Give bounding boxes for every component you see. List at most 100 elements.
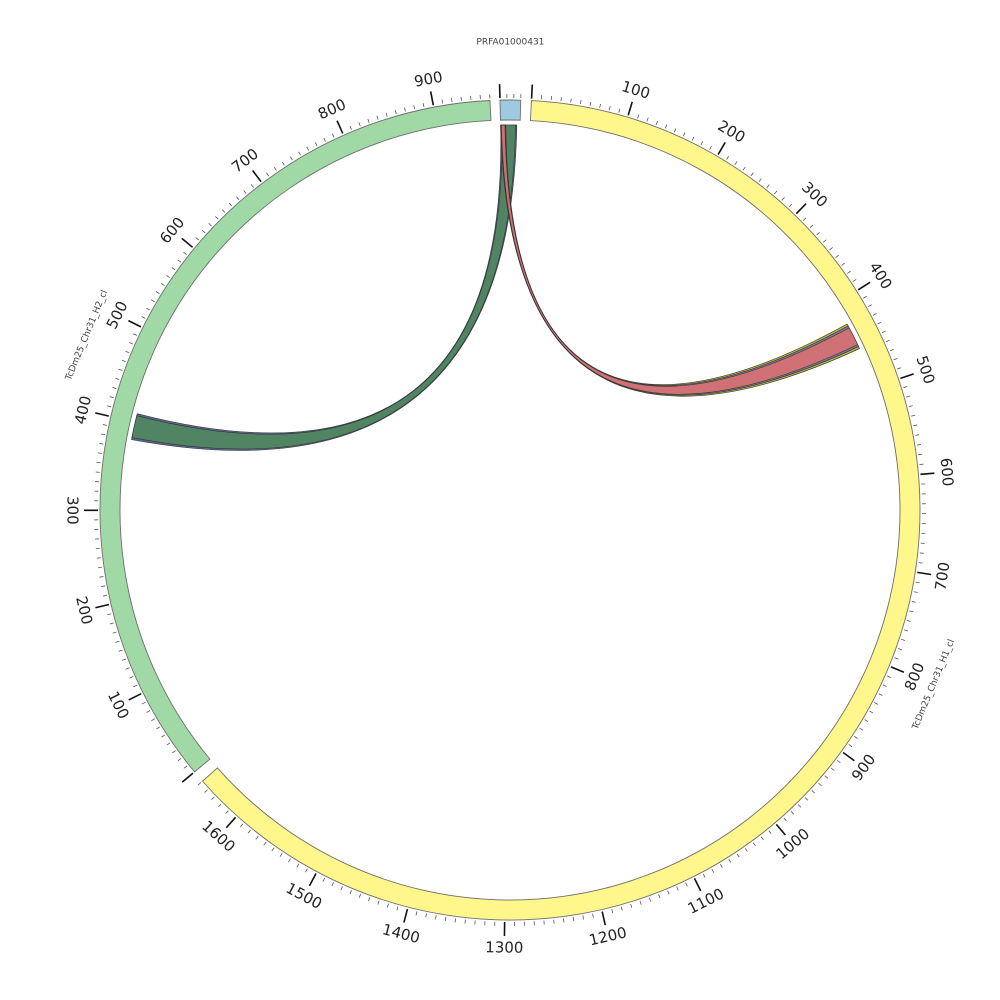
- minor-tick: [803, 217, 807, 221]
- minor-tick: [829, 247, 833, 251]
- major-tick: [900, 373, 914, 380]
- minor-tick: [758, 178, 762, 182]
- minor-tick: [101, 585, 106, 588]
- minor-tick: [648, 897, 652, 902]
- link-ribbon: [501, 124, 859, 395]
- minor-tick: [918, 562, 923, 564]
- minor-tick: [618, 108, 621, 113]
- tick-label: 1300: [485, 938, 523, 956]
- minor-tick: [125, 350, 130, 354]
- segment-name-label: TcDm25_Chr31_H2_cl: [64, 289, 111, 383]
- major-tick: [917, 571, 932, 576]
- tick-label: 300: [63, 496, 81, 525]
- minor-tick: [886, 675, 891, 678]
- minor-tick: [720, 864, 723, 868]
- minor-tick: [908, 405, 913, 407]
- minor-tick: [386, 903, 389, 908]
- minor-tick: [872, 313, 877, 316]
- minor-tick: [630, 903, 633, 908]
- minor-tick: [102, 424, 107, 426]
- minor-tick: [797, 804, 802, 808]
- major-tick: [181, 237, 194, 248]
- minor-tick: [129, 676, 134, 679]
- minor-tick: [811, 790, 816, 794]
- minor-tick: [358, 893, 362, 898]
- tick-label: 1500: [283, 879, 325, 913]
- segment-name-label: PRFA01000431: [476, 38, 544, 48]
- minor-tick: [766, 184, 770, 189]
- minor-tick: [376, 115, 379, 120]
- minor-tick: [734, 161, 738, 165]
- minor-tick: [874, 702, 879, 705]
- minor-tick: [582, 915, 585, 920]
- tick-label: 800: [315, 95, 348, 123]
- minor-tick: [752, 842, 756, 847]
- minor-tick: [894, 657, 899, 660]
- minor-tick: [877, 321, 882, 325]
- minor-tick: [736, 853, 740, 858]
- minor-tick: [685, 882, 688, 887]
- minor-tick: [349, 125, 352, 130]
- tick-label: 500: [912, 353, 938, 386]
- minor-tick: [913, 424, 918, 427]
- minor-tick: [107, 613, 112, 616]
- segment-band: [99, 100, 492, 773]
- tick-label: 1200: [587, 923, 628, 949]
- minor-tick: [183, 251, 187, 256]
- minor-tick: [146, 710, 151, 713]
- minor-tick: [377, 900, 380, 905]
- minor-tick: [599, 103, 601, 108]
- minor-tick: [425, 913, 427, 918]
- minor-tick: [204, 789, 208, 793]
- minor-tick: [133, 333, 137, 336]
- minor-tick: [852, 278, 857, 282]
- major-tick: [693, 878, 702, 892]
- minor-tick: [121, 658, 127, 661]
- tick-label: 400: [865, 259, 896, 293]
- minor-tick: [702, 873, 706, 878]
- minor-tick: [201, 229, 206, 234]
- major-tick: [128, 692, 142, 701]
- minor-tick: [760, 836, 764, 841]
- minor-tick: [331, 882, 334, 887]
- minor-tick: [394, 110, 397, 115]
- minor-tick: [97, 452, 102, 454]
- minor-tick: [637, 114, 640, 119]
- minor-tick: [824, 775, 829, 779]
- minor-tick: [271, 847, 275, 852]
- minor-tick: [816, 231, 820, 236]
- minor-tick: [572, 917, 575, 922]
- minor-tick: [332, 133, 335, 138]
- minor-tick: [918, 453, 923, 456]
- minor-tick: [726, 155, 730, 160]
- minor-tick: [146, 307, 150, 311]
- minor-tick: [859, 727, 864, 731]
- minor-tick: [133, 684, 138, 688]
- minor-tick: [247, 829, 251, 834]
- minor-tick: [451, 98, 453, 103]
- major-tick: [627, 101, 633, 116]
- major-tick: [857, 281, 871, 291]
- minor-tick: [218, 803, 222, 808]
- minor-tick: [841, 262, 846, 266]
- minor-tick: [109, 396, 114, 399]
- minor-tick: [195, 237, 200, 241]
- minor-tick: [728, 858, 732, 863]
- tick-label: 1100: [685, 885, 727, 918]
- tick-label: 200: [715, 117, 749, 147]
- minor-tick: [273, 167, 277, 171]
- minor-tick: [118, 368, 123, 371]
- minor-tick: [774, 190, 778, 195]
- link-0: [131, 124, 518, 451]
- minor-tick: [904, 629, 909, 632]
- minor-tick: [836, 760, 841, 764]
- minor-tick: [889, 348, 894, 352]
- minor-tick: [608, 106, 611, 111]
- minor-tick: [435, 915, 437, 920]
- minor-tick: [385, 112, 388, 117]
- minor-tick: [682, 132, 686, 137]
- minor-tick: [177, 259, 182, 263]
- minor-tick: [676, 886, 679, 891]
